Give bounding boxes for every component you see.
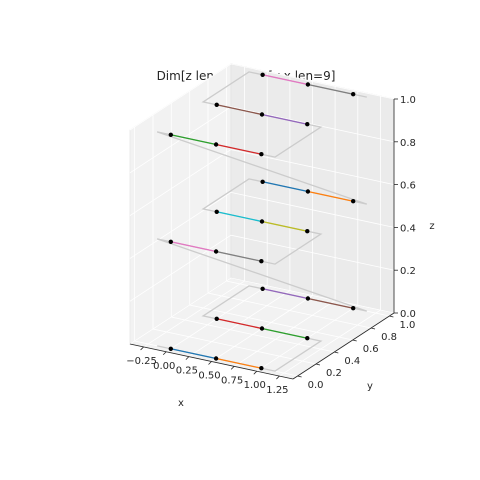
z-grid-line — [129, 63, 395, 131]
data-segment — [216, 211, 263, 223]
y-tick — [370, 327, 376, 330]
data-segment — [307, 83, 354, 95]
x-tick-label: 1.00 — [244, 380, 266, 391]
y-tick-label: 0.6 — [363, 344, 379, 355]
data-segment — [216, 104, 263, 116]
data-segment — [216, 318, 263, 330]
z-tick-label: 0.0 — [400, 309, 416, 320]
x-tick-label: 1.25 — [266, 385, 288, 396]
y-axis-label: y — [367, 381, 373, 392]
data-segment — [170, 348, 217, 360]
data-point — [350, 199, 356, 204]
z-axis-label: z — [429, 221, 434, 232]
data-point — [259, 326, 265, 331]
x-tick — [276, 375, 280, 380]
connector-path — [156, 131, 368, 265]
data-point — [214, 102, 219, 107]
data-point — [259, 219, 265, 224]
x-tick — [253, 370, 258, 375]
data-segment — [307, 297, 354, 309]
data-segment — [215, 357, 262, 369]
z-tick-label: 0.6 — [400, 181, 416, 192]
data-point — [168, 239, 174, 244]
data-point — [214, 209, 219, 214]
x-tick-label: 0.50 — [198, 371, 220, 382]
data-segment — [170, 134, 217, 146]
data-paths — [156, 71, 368, 372]
y-tick-label: 0.8 — [381, 332, 397, 343]
x-tick — [162, 351, 167, 356]
data-point — [305, 82, 311, 87]
z-grid-line — [129, 149, 395, 216]
tick-labels: −0.250.00 0.25 0.50 0.75 1.00 1.25 0.00.20.40.… — [126, 95, 416, 396]
data-point — [259, 366, 264, 371]
y-axis-line — [292, 312, 395, 380]
z-tick-label: 1.0 — [400, 95, 416, 106]
data-point — [305, 336, 310, 341]
x-tick — [140, 346, 144, 351]
data-point — [305, 229, 310, 234]
data-point — [213, 356, 219, 361]
data-segment — [262, 74, 309, 86]
z-tick-label: 0.4 — [400, 223, 416, 234]
data-point — [305, 296, 311, 301]
data-point — [214, 316, 219, 321]
data-point — [259, 259, 264, 264]
data-segment — [261, 113, 308, 125]
data-point — [260, 286, 265, 291]
z-tick-label: 0.8 — [400, 138, 416, 149]
data-point — [260, 179, 265, 184]
x-tick — [230, 366, 235, 370]
data-point — [260, 72, 265, 77]
data-point — [350, 306, 356, 311]
x-tick-label: 0.75 — [221, 375, 243, 386]
x-tick — [208, 361, 212, 365]
data-segment — [262, 288, 309, 300]
z-grid-line — [129, 106, 395, 174]
x-tick-label: 0.00 — [153, 361, 175, 372]
y-tick-label: 0.2 — [326, 368, 342, 379]
data-point — [213, 142, 219, 147]
data-segment — [170, 241, 217, 253]
y-tick — [334, 351, 339, 354]
x-tick-label: −0.25 — [126, 356, 157, 367]
data-markers — [168, 72, 356, 371]
y-tick-label: 0.0 — [308, 380, 324, 391]
connector-path — [156, 238, 368, 372]
data-point — [168, 132, 174, 137]
data-point — [259, 152, 264, 157]
data-point — [168, 346, 174, 351]
y-tick — [315, 363, 321, 366]
z-tick-label: 0.2 — [400, 266, 416, 277]
y-tick — [297, 375, 302, 378]
data-point — [259, 112, 265, 117]
data-segment — [261, 220, 308, 232]
data-point — [213, 249, 219, 254]
z-grid-line — [129, 234, 395, 302]
data-point — [305, 122, 310, 127]
x-tick-label: 0.25 — [176, 366, 198, 377]
z-grid-line — [129, 191, 395, 259]
data-point — [350, 92, 356, 97]
data-segment — [307, 190, 354, 202]
x-tick — [185, 356, 190, 360]
data-segment — [215, 143, 262, 155]
x-axis-label: x — [178, 398, 184, 409]
y-tick-label: 1.0 — [399, 320, 415, 331]
y-tick — [389, 315, 394, 318]
data-segment — [262, 181, 309, 193]
y-tick — [352, 339, 357, 342]
data-segment — [215, 250, 262, 262]
data-point — [305, 189, 311, 194]
y-tick-label: 0.4 — [344, 356, 360, 367]
data-segment — [261, 327, 308, 339]
